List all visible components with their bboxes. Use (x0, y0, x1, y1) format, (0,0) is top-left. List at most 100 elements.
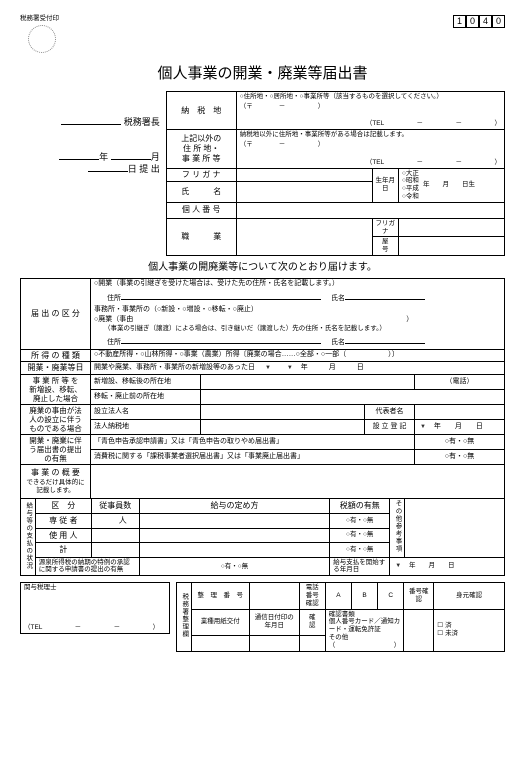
income-opts[interactable]: ○不動産所得・○山林所得・○事業（農業）所得〔廃業の場合……○全部・○一部（ ）… (91, 349, 505, 362)
salary-total-count[interactable] (91, 543, 139, 558)
corp-reg-date[interactable]: 年 月 日 (415, 419, 505, 434)
tax-accountant-tel[interactable]: （TEL － － ） (21, 623, 170, 633)
kubun-close[interactable]: ○廃業（事由 ） （事業の引継ぎ（譲渡）による場合は、引き継いだ（譲渡した）先の… (91, 315, 505, 333)
salary-row-senjuu: 専 従 者 (35, 513, 91, 528)
income-label: 所 得 の 種 類 (21, 349, 91, 362)
withdocs-row2: 消費税に関する「課税事業者選択届出書」又は「事業廃止届出書」 (91, 449, 415, 464)
gyoshu-field[interactable] (191, 635, 249, 651)
mynumber-label: 個 人 番 号 (166, 202, 236, 218)
salary-row-total: 計 (35, 543, 91, 558)
tax-accountant-field[interactable] (21, 593, 170, 623)
declaration: 個人事業の開廃業等について次のとおり届けます。 (20, 262, 505, 274)
office-change-tel[interactable]: （電話） (415, 374, 505, 389)
salary-senjuu-count[interactable]: 人 (91, 513, 139, 528)
tsushin-label: 通信日付印の年月日 (249, 609, 299, 635)
salary-vert-label: 給与等の支払の状況 (21, 499, 36, 576)
kakunin-label: 確 認 (299, 609, 325, 635)
withdocs-row1-yn[interactable]: ○有・○無 (415, 434, 505, 449)
salary-col-kubun: 区 分 (35, 499, 91, 514)
num-confirm-field[interactable] (404, 609, 434, 651)
dob-label: 生年月日 (372, 168, 399, 202)
seiri-field[interactable] (249, 583, 299, 609)
col-a: A (325, 583, 351, 609)
kubun-open[interactable]: ○開業（事業の引継ぎを受けた場合は、受けた先の住所・氏名を記載します。） (91, 278, 505, 289)
main-table: 届 出 の 区 分 ○開業（事業の引継ぎを受けた場合は、受けた先の住所・氏名を記… (20, 278, 505, 499)
salary-shiyou-yn[interactable]: ○有・○無 (330, 528, 390, 543)
shop-furigana-label: フリガナ (372, 218, 399, 237)
salary-total-yn[interactable]: ○有・○無 (330, 543, 390, 558)
corp-reg-dropdown-icon[interactable] (418, 423, 426, 430)
submit-month[interactable] (111, 150, 151, 160)
id-confirm-opts[interactable]: 済 未済 (434, 609, 505, 651)
office-change-old-field[interactable] (201, 389, 505, 404)
withdocs-row2-yn[interactable]: ○有・○無 (415, 449, 505, 464)
withdocs-label: 開業・廃業に伴 う届出書の提出 の有無 (21, 434, 91, 464)
salary-col-tax: 税額の有無 (330, 499, 390, 514)
salary-shiyou-count[interactable] (91, 528, 139, 543)
gyoshu-label: 業種用紙交付 (191, 609, 249, 635)
rep-name-label: 代表者名 (365, 404, 415, 419)
form-code: 1040 (453, 15, 505, 28)
office-change-old-label: 移転・廃止前の所在地 (91, 389, 201, 404)
id-confirm-label: 身元確認 (434, 583, 505, 609)
dob-field[interactable]: ○大正 ○昭和 ○平成 ○令和 年 月 日生 (399, 168, 505, 202)
office-change-label: 事 業 所 等 を 新増設、移転、 廃止した場合 (21, 374, 91, 404)
name-field[interactable] (236, 181, 372, 202)
seiri-label: 整 理 番 号 (191, 583, 249, 609)
name-label: 氏 名 (166, 181, 236, 202)
salary-shiyou-method[interactable] (139, 528, 329, 543)
furigana-field[interactable] (236, 168, 372, 181)
docs-cell: 確認書類 個人番号カード／通知カード・運転免許証 その他（ ） (325, 609, 404, 651)
office-change-new-field[interactable] (201, 374, 415, 389)
tax-place-label: 納 税 地 (166, 91, 236, 129)
shop-furigana-field[interactable] (399, 218, 505, 237)
num-confirm-label: 番号確認 (404, 583, 434, 609)
col-b: B (351, 583, 377, 609)
shop-name-label: 屋 号 (372, 237, 399, 256)
other-addr-note: 納税地以外に住所地・事業所等がある場合は記載します。 (236, 130, 504, 140)
tax-place-field[interactable]: （〒 － ） （TEL － － ） (236, 102, 504, 130)
withholding-yn[interactable]: ○有・○無 (139, 557, 329, 576)
stamp-label: 税務署受付印 (20, 15, 59, 23)
kakunin-field[interactable] (299, 635, 325, 651)
col-c: C (378, 583, 404, 609)
corp-name-field[interactable] (201, 404, 365, 419)
form-title: 個人事業の開業・廃業等届出書 (20, 65, 505, 83)
shop-name-field[interactable] (399, 237, 505, 256)
pay-start-date[interactable]: 年 月 日 (390, 557, 505, 576)
salary-other-field[interactable] (405, 499, 505, 557)
salary-total-method[interactable] (139, 543, 329, 558)
summary-field[interactable] (91, 464, 505, 498)
salary-col-method: 給与の定め方 (139, 499, 329, 514)
summary-label: 事 業 の 概 要 できるだけ具体的に記載します。 (21, 464, 91, 498)
other-addr-field[interactable]: （〒 － ） （TEL － － ） (236, 140, 504, 168)
corp-label: 廃業の事由が法 人の設立に伴う ものである場合 (21, 404, 91, 434)
tax-office-name[interactable] (61, 115, 121, 125)
openclose-dropdown-icon2[interactable] (285, 364, 293, 371)
tsushin-field[interactable] (249, 635, 299, 651)
pay-start-label: 給与支払を開始する年月日 (330, 557, 390, 576)
office-use-vert: 税務署整理欄 (177, 583, 192, 651)
rep-name-field[interactable] (415, 404, 505, 419)
kubun-label: 届 出 の 区 分 (21, 278, 91, 349)
salary-senjuu-yn[interactable]: ○有・○無 (330, 513, 390, 528)
corp-reg-label: 設 立 登 記 (365, 419, 415, 434)
salary-senjuu-method[interactable] (139, 513, 329, 528)
openclose-row[interactable]: 開業や廃業、事務所・事業所の新増設等のあった日 年 月 日 (91, 362, 505, 375)
office-use-box: 税務署整理欄 整 理 番 号 電話番号確認 A B C 番号確認 身元確認 業種… (176, 582, 505, 651)
pay-start-dropdown-icon[interactable] (393, 562, 401, 569)
kubun-close-addr[interactable]: 住所 氏名 (91, 333, 505, 349)
occupation-field[interactable] (236, 218, 372, 255)
submit-day[interactable] (88, 162, 128, 172)
salary-other-vert: その他参考事項 (390, 499, 405, 557)
tax-place-opts[interactable]: ○住所地・○居所地・○事業所等（該当するものを選択してください。） (236, 91, 504, 101)
to-office-suffix: 税務署長 (124, 117, 160, 127)
submit-year[interactable] (59, 150, 99, 160)
mynumber-field[interactable] (236, 202, 504, 218)
withholding-label: 源泉所得税の納期の特例の承認に関する申請書の提出の有無 (35, 557, 139, 576)
kubun-office[interactable]: 事務所・事業所の（○新設・○増設・○移転・○廃止） (91, 305, 505, 315)
openclose-dropdown-icon[interactable] (263, 364, 271, 371)
corp-addr-field[interactable] (201, 419, 365, 434)
kubun-open-addr[interactable]: 住所 氏名 (91, 289, 505, 304)
openclose-label: 開業・廃業等日 (21, 362, 91, 375)
